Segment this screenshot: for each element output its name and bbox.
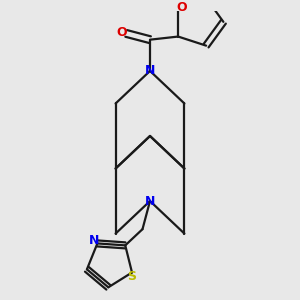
Text: O: O bbox=[116, 26, 127, 39]
Text: N: N bbox=[145, 194, 155, 208]
Text: N: N bbox=[145, 64, 155, 77]
Text: S: S bbox=[128, 270, 136, 283]
Text: O: O bbox=[177, 1, 187, 13]
Text: N: N bbox=[88, 234, 99, 248]
